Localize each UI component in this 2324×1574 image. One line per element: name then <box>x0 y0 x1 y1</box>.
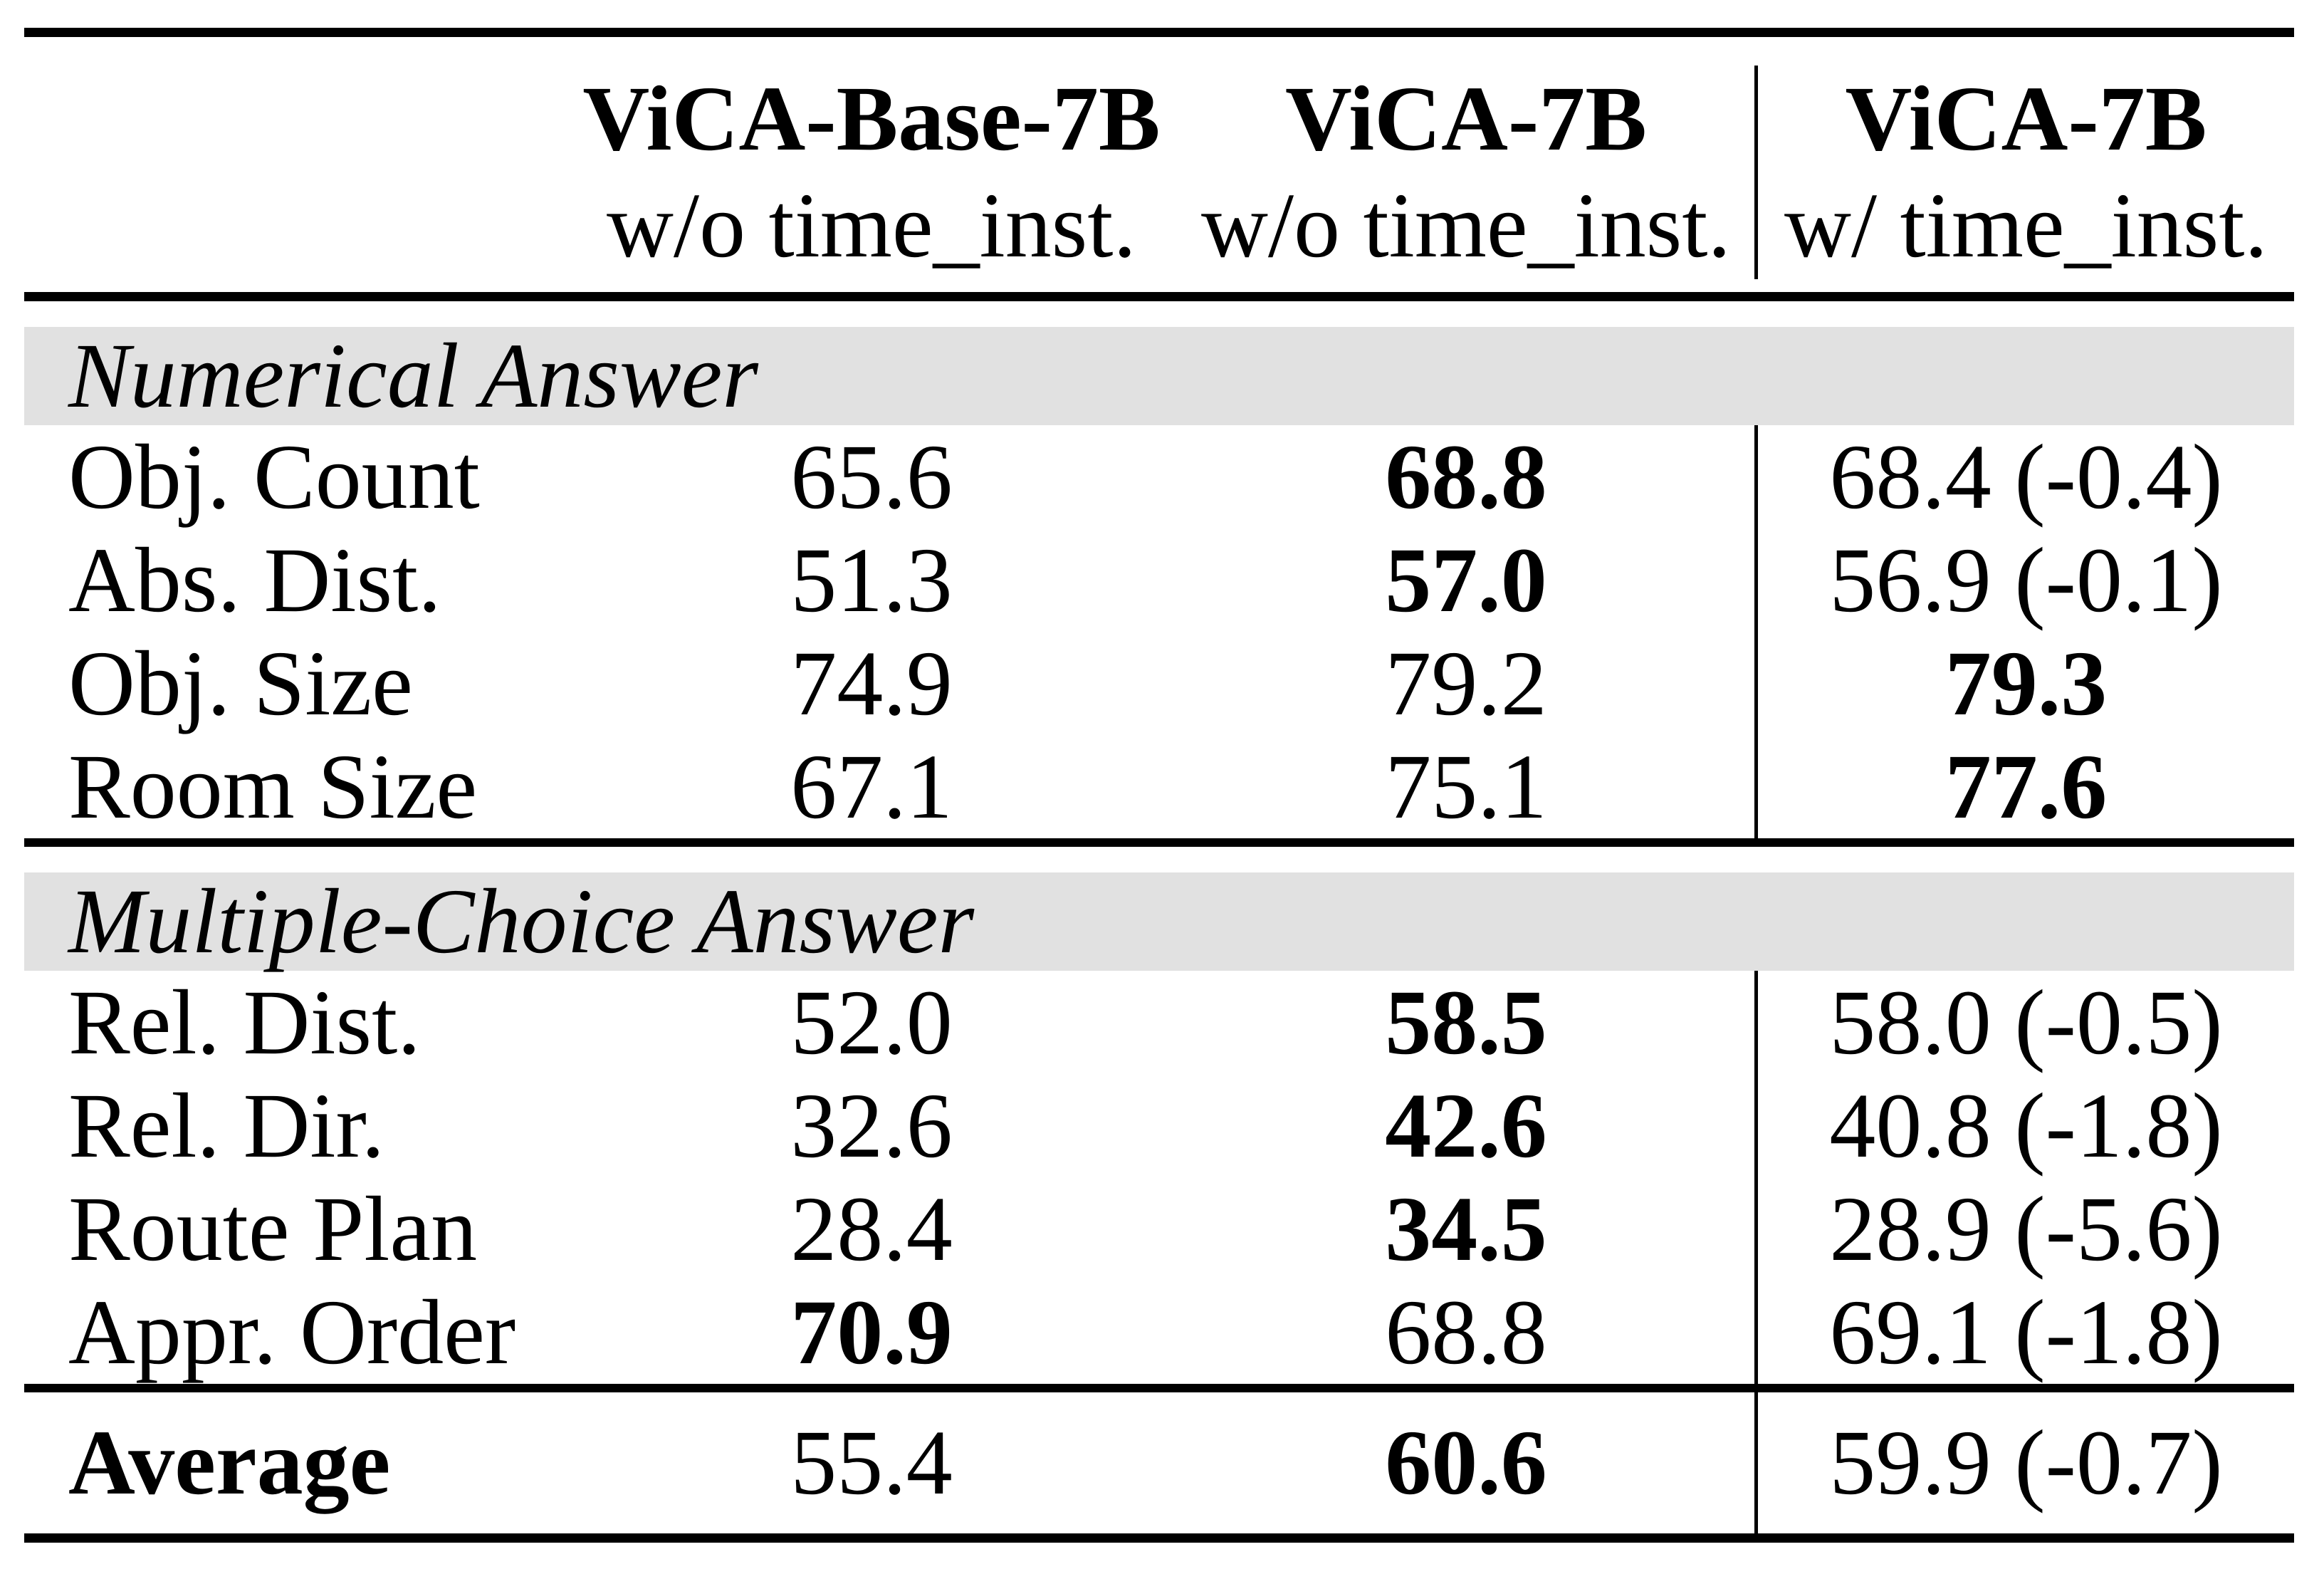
table-row-route-plan: Route Plan 28.4 34.5 28.9 (-5.6) <box>24 1177 2294 1281</box>
cell-value: 59.9 (-0.7) <box>1754 1392 2294 1533</box>
column-title: ViCA-7B <box>1285 68 1647 170</box>
row-label: Appr. Order <box>68 1281 516 1384</box>
top-rule <box>24 28 2294 37</box>
column-header-vica-base-7b: ViCA-Base-7B w/o time_inst. <box>565 66 1178 279</box>
results-table: ViCA-Base-7B w/o time_inst. ViCA-7B w/o … <box>24 0 2294 1543</box>
section-title: Numerical Answer <box>68 325 758 427</box>
cell-value: 34.5 <box>1385 1177 1547 1281</box>
row-label: Route Plan <box>68 1177 478 1281</box>
row-label: Obj. Size <box>68 632 413 735</box>
footer-divider-rule <box>24 1384 2294 1392</box>
cell-value: 65.6 <box>790 425 953 528</box>
section-title: Multiple-Choice Answer <box>68 870 975 973</box>
cell-value: 77.6 <box>1754 735 2294 838</box>
table-header-row: ViCA-Base-7B w/o time_inst. ViCA-7B w/o … <box>24 37 2294 292</box>
row-label: Room Size <box>68 735 478 838</box>
cell-value: 74.9 <box>790 632 953 735</box>
column-title: ViCA-Base-7B <box>582 68 1161 170</box>
cell-value: 75.1 <box>1385 735 1547 838</box>
header-empty-cell <box>24 66 565 279</box>
section-divider-rule <box>24 838 2294 847</box>
table-row-room-size: Room Size 67.1 75.1 77.6 <box>24 735 2294 838</box>
cell-value: 57.0 <box>1385 528 1547 632</box>
cell-value: 28.9 (-5.6) <box>1754 1177 2294 1281</box>
cell-value: 70.9 <box>790 1281 953 1384</box>
cell-value: 42.6 <box>1385 1074 1547 1177</box>
table-row-obj-size: Obj. Size 74.9 79.2 79.3 <box>24 632 2294 735</box>
column-subtitle: w/o time_inst. <box>607 174 1136 277</box>
cell-value: 67.1 <box>790 735 953 838</box>
table-row-average: Average 55.4 60.6 59.9 (-0.7) <box>24 1392 2294 1533</box>
column-header-vica-7b-w: ViCA-7B w/ time_inst. <box>1754 66 2294 279</box>
cell-value: 58.5 <box>1385 971 1547 1074</box>
column-header-vica-7b-wo: ViCA-7B w/o time_inst. <box>1178 66 1754 279</box>
row-label: Rel. Dir. <box>68 1074 385 1177</box>
cell-value: 79.3 <box>1754 632 2294 735</box>
section-header-multiple-choice-answer: Multiple-Choice Answer <box>24 870 2294 973</box>
table-row-obj-count: Obj. Count 65.6 68.8 68.4 (-0.4) <box>24 425 2294 528</box>
cell-value: 52.0 <box>790 971 953 1074</box>
cell-value: 32.6 <box>790 1074 953 1177</box>
bottom-rule <box>24 1533 2294 1543</box>
table-row-abs-dist: Abs. Dist. 51.3 57.0 56.9 (-0.1) <box>24 528 2294 632</box>
cell-value: 51.3 <box>790 528 953 632</box>
cell-value: 68.8 <box>1385 425 1547 528</box>
cell-value: 55.4 <box>790 1412 953 1514</box>
cell-value: 58.0 (-0.5) <box>1754 971 2294 1074</box>
header-rule <box>24 292 2294 301</box>
column-subtitle: w/o time_inst. <box>1201 174 1731 277</box>
cell-value: 56.9 (-0.1) <box>1754 528 2294 632</box>
cell-value: 40.8 (-1.8) <box>1754 1074 2294 1177</box>
cell-value: 68.8 <box>1385 1281 1547 1384</box>
table-row-appr-order: Appr. Order 70.9 68.8 69.1 (-1.8) <box>24 1281 2294 1384</box>
table-row-rel-dir: Rel. Dir. 32.6 42.6 40.8 (-1.8) <box>24 1074 2294 1177</box>
cell-value: 69.1 (-1.8) <box>1754 1281 2294 1384</box>
cell-value: 68.4 (-0.4) <box>1754 425 2294 528</box>
cell-value: 28.4 <box>790 1177 953 1281</box>
cell-value: 79.2 <box>1385 632 1547 735</box>
cell-value: 60.6 <box>1385 1412 1547 1514</box>
row-label: Rel. Dist. <box>68 971 421 1074</box>
row-label: Abs. Dist. <box>68 528 441 632</box>
row-label: Obj. Count <box>68 425 480 528</box>
section-header-numerical-answer: Numerical Answer <box>24 325 2294 427</box>
column-subtitle: w/ time_inst. <box>1784 174 2268 277</box>
table-row-rel-dist: Rel. Dist. 52.0 58.5 58.0 (-0.5) <box>24 971 2294 1074</box>
row-label: Average <box>68 1412 391 1514</box>
column-title: ViCA-7B <box>1845 68 2207 170</box>
